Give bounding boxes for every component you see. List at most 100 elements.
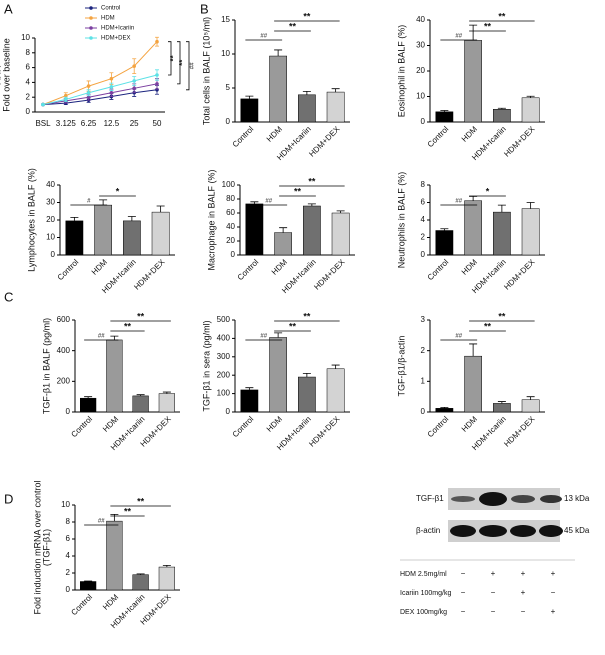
bar (106, 520, 123, 591)
point (155, 73, 159, 77)
error-bar (110, 335, 119, 340)
point (132, 86, 136, 91)
x-tick-label: 25 (130, 119, 139, 128)
blot-condition-sign: + (551, 569, 556, 578)
significance-label: ** (308, 176, 316, 186)
bar (240, 98, 259, 123)
significance-label: ## (265, 199, 272, 205)
blot-condition-sign: + (521, 588, 526, 597)
x-tick-label: HDM (270, 257, 289, 276)
y-tick-label: 6 (66, 534, 71, 543)
y-tick-label: 10 (46, 233, 55, 242)
point (132, 64, 136, 68)
y-tick-label: 500 (217, 315, 231, 324)
panel-label: B (200, 1, 209, 16)
bar (435, 230, 454, 256)
error-bar (162, 564, 171, 568)
x-tick-label: Control (426, 124, 451, 149)
bar (464, 40, 482, 123)
panel-label: D (4, 491, 13, 506)
point (64, 97, 68, 102)
y-tick-label: 2 (66, 568, 71, 577)
blot-band-label: β-actin (416, 526, 440, 535)
y-axis-title: TGF-β1 in sera (pg/ml) (201, 320, 211, 411)
error-bar (440, 228, 449, 231)
significance-label: ## (98, 519, 105, 525)
error-bar (127, 216, 136, 221)
error-bar (99, 199, 108, 206)
panel-label: A (4, 1, 13, 16)
y-tick-label: 5 (226, 83, 231, 92)
significance-bracket (186, 41, 190, 91)
significance-label: ** (303, 311, 311, 321)
significance-label: ** (498, 11, 506, 21)
y-tick-label: 6 (26, 63, 31, 72)
point (132, 79, 136, 83)
x-tick-label: 6.25 (81, 119, 97, 128)
bar (464, 355, 482, 413)
significance-label: ** (124, 321, 132, 331)
y-tick-label: 30 (46, 198, 55, 207)
error-bar (302, 91, 311, 95)
blot-condition-sign: − (551, 588, 556, 597)
point (41, 102, 45, 107)
blot-condition-sign: − (491, 588, 496, 597)
blot-condition-sign: − (491, 607, 496, 616)
series-line (42, 89, 158, 106)
blot-image (400, 488, 575, 561)
y-axis-title: Fold over baseline (1, 38, 11, 112)
bar (521, 208, 540, 256)
y-tick-label: 8 (421, 180, 426, 189)
x-tick-label: HDM (265, 414, 284, 433)
bar (94, 204, 112, 256)
legend-marker (89, 6, 93, 10)
x-tick-label: HDM (90, 257, 109, 276)
x-tick-label: 50 (153, 119, 162, 128)
bar (326, 91, 345, 123)
y-tick-label: 4 (26, 78, 31, 87)
legend-marker (89, 26, 93, 30)
y-axis-title: (TGF-β1) (41, 529, 51, 566)
blot-band-label: TGF-β1 (416, 494, 444, 503)
bar (331, 212, 350, 256)
bar (464, 200, 482, 256)
bar (521, 399, 540, 413)
significance-label: ## (98, 334, 105, 340)
bar (493, 109, 511, 123)
bar (240, 389, 259, 413)
error-bar (156, 205, 165, 213)
y-tick-label: 400 (217, 334, 231, 343)
error-bar (526, 202, 535, 209)
legend-marker (89, 16, 93, 20)
legend-marker (89, 36, 93, 40)
y-tick-label: 0 (51, 250, 56, 259)
x-tick-label: HDM+DEX (312, 257, 347, 292)
point (64, 93, 68, 98)
error-bar (136, 573, 145, 575)
significance-bracket (177, 41, 181, 85)
y-tick-label: 4 (421, 215, 426, 224)
significance-label: ** (124, 506, 132, 516)
error-bar (440, 110, 449, 112)
bar (158, 393, 175, 413)
y-axis-title: Fold induction mRNA over control (32, 480, 42, 614)
y-tick-label: 20 (46, 215, 55, 224)
y-tick-label: 0 (26, 107, 31, 116)
significance-label: # (87, 199, 91, 205)
y-tick-label: 200 (57, 376, 71, 385)
y-tick-label: 10 (61, 500, 70, 509)
significance-label: ## (260, 34, 267, 40)
error-bar (162, 391, 171, 394)
error-bar (469, 195, 478, 201)
significance-label: ** (178, 59, 187, 66)
y-tick-label: 10 (221, 49, 230, 58)
x-tick-label: HDM+DEX (132, 257, 167, 292)
error-bar (331, 88, 340, 93)
x-tick-label: Control (56, 257, 81, 282)
x-tick-label: HDM (460, 124, 479, 143)
y-tick-label: 4 (66, 551, 71, 560)
bar (493, 403, 511, 413)
x-tick-label: Control (426, 257, 451, 282)
bar (65, 220, 84, 256)
